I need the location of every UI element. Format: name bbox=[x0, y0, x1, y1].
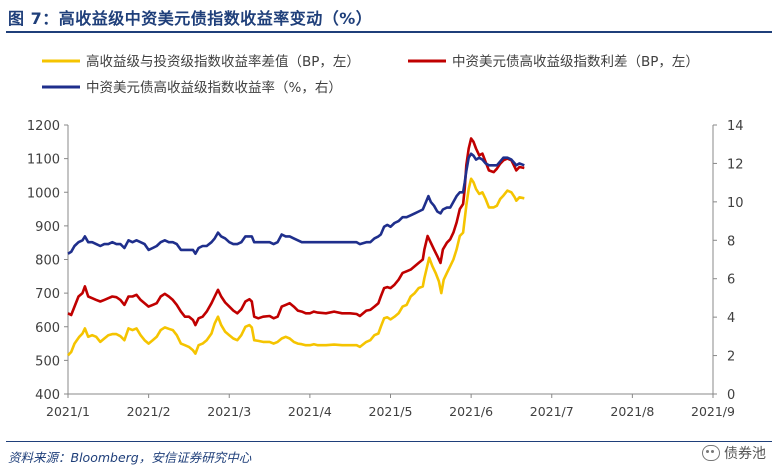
x-tick-label: 2021/2 bbox=[127, 404, 171, 419]
x-tick-label: 2021/1 bbox=[46, 404, 90, 419]
figure-title: 图 7：高收益级中资美元债指数收益率变动（%） bbox=[8, 9, 373, 28]
y-left-tick-label: 900 bbox=[35, 220, 60, 235]
legend-label-0: 高收益级与投资级指数收益率差值（BP，左） bbox=[86, 53, 360, 70]
y-right-tick-label: 6 bbox=[727, 273, 735, 288]
y-right-tick-label: 8 bbox=[727, 234, 735, 249]
y-left-tick-label: 700 bbox=[35, 287, 60, 302]
x-tick-label: 2021/3 bbox=[207, 404, 251, 419]
y-left-tick-label: 1200 bbox=[27, 119, 60, 134]
chart-axes: 400 500 600 700 800 900 1000 1100 1200 0 2 4 6 8 10 12 1… bbox=[27, 119, 744, 419]
y-right-tick-label: 12 bbox=[727, 157, 744, 172]
source-note: 资料来源：Bloomberg，安信证券研究中心 bbox=[8, 450, 252, 465]
x-tick-label: 2021/9 bbox=[691, 404, 735, 419]
y-left-tick-label: 500 bbox=[35, 354, 60, 369]
y-left-tick-label: 400 bbox=[35, 388, 60, 403]
y-right-tick-label: 10 bbox=[727, 196, 744, 211]
wechat-icon bbox=[702, 445, 720, 461]
watermark: 债券池 bbox=[702, 443, 766, 463]
y-right-tick-label: 0 bbox=[727, 388, 735, 403]
y-right-tick-label: 14 bbox=[727, 119, 744, 134]
y-left-tick-label: 600 bbox=[35, 321, 60, 336]
y-left-tick-label: 1000 bbox=[27, 186, 60, 201]
series-line-1 bbox=[67, 137, 525, 327]
x-tick-label: 2021/7 bbox=[530, 404, 574, 419]
x-tick-label: 2021/5 bbox=[369, 404, 413, 419]
x-tick-label: 2021/8 bbox=[610, 404, 654, 419]
footer-divider bbox=[6, 441, 772, 442]
y-right-tick-label: 2 bbox=[727, 350, 735, 365]
title-divider bbox=[6, 31, 772, 33]
chart-series bbox=[67, 137, 525, 357]
legend-label-1: 中资美元债高收益级指数利差（BP，左） bbox=[452, 53, 699, 70]
y-right-tick-label: 4 bbox=[727, 311, 735, 326]
watermark-text: 债券池 bbox=[724, 446, 766, 462]
chart-legend: 高收益级与投资级指数收益率差值（BP，左） 中资美元债高收益级指数利差（BP，左）… bbox=[42, 53, 699, 96]
x-tick-label: 2021/4 bbox=[288, 404, 332, 419]
series-line-2 bbox=[67, 152, 525, 255]
legend-label-2: 中资美元债高收益级指数收益率（%，右） bbox=[86, 79, 342, 96]
y-left-tick-label: 800 bbox=[35, 254, 60, 269]
series-line-0 bbox=[67, 177, 525, 357]
x-tick-label: 2021/6 bbox=[449, 404, 493, 419]
line-chart: 高收益级与投资级指数收益率差值（BP，左） 中资美元债高收益级指数利差（BP，左）… bbox=[27, 53, 744, 419]
y-left-tick-label: 1100 bbox=[27, 153, 60, 168]
